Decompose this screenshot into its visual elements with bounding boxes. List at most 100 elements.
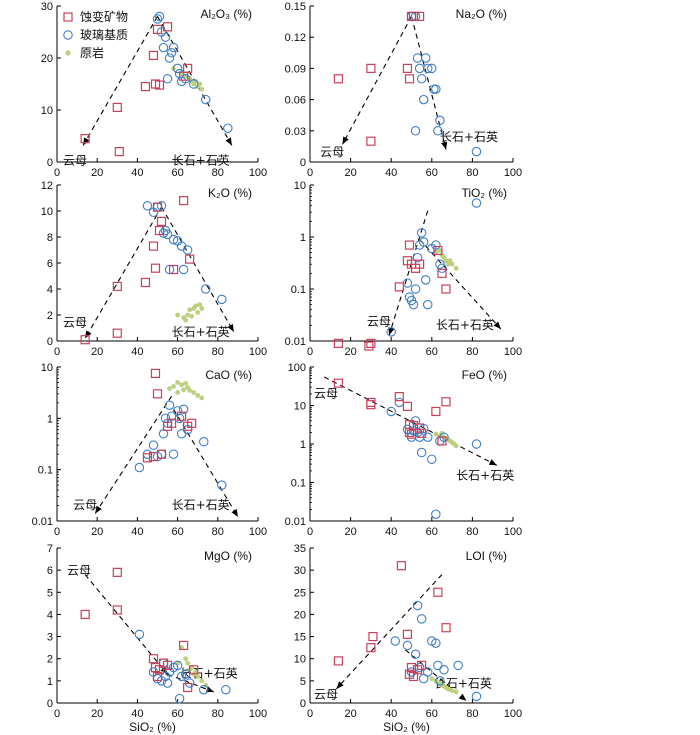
data-point (418, 94, 429, 105)
data-point (433, 587, 443, 597)
data-point (366, 400, 376, 410)
x-tick-label: 100 (504, 526, 522, 538)
data-point (166, 418, 177, 428)
data-point (171, 383, 176, 389)
data-point (179, 382, 185, 388)
y-tick-label: 1 (300, 439, 306, 451)
arrowhead (441, 141, 448, 150)
data-point (333, 338, 344, 348)
panel-al2o3: 0 10 20 30 0 20 40 60 80 100 Al₂O₃ (%) 云母 长石+石英 (41, 1, 267, 179)
y-tick-label: 0.1 (38, 465, 53, 477)
data-point (156, 449, 167, 459)
data-point (134, 629, 145, 640)
x-tick-label: 0 (54, 167, 60, 179)
data-point (185, 254, 195, 264)
x-tick-label: 80 (466, 526, 478, 538)
data-point (112, 102, 122, 113)
data-point (172, 63, 183, 74)
x-tick-label: 0 (307, 167, 313, 179)
annotation: 云母 (314, 688, 338, 702)
legend-marker (63, 12, 73, 22)
y-tick-label: 8 (47, 232, 53, 244)
data-point (417, 428, 427, 438)
data-point (471, 439, 482, 449)
data-point (441, 284, 451, 294)
data-point (412, 53, 423, 63)
panel-title: LOI (%) (466, 549, 507, 563)
data-point (179, 640, 189, 651)
annotation: 云母 (63, 154, 87, 168)
data-point (112, 567, 122, 577)
x-tick-label: 40 (385, 708, 397, 720)
x-tick-label: 100 (249, 167, 267, 179)
data-point (437, 436, 447, 446)
data-point (402, 401, 413, 411)
data-point (416, 228, 427, 238)
data-point (183, 63, 193, 74)
panel-title: CaO (%) (205, 368, 252, 382)
y-tick-label: 1 (300, 232, 306, 244)
data-point (183, 682, 193, 693)
data-point (431, 406, 441, 417)
data-point (431, 240, 441, 250)
data-point (368, 631, 378, 642)
y-tick-label: 0.01 (285, 516, 306, 528)
data-point (112, 328, 122, 338)
data-point (333, 378, 344, 388)
data-point (447, 258, 453, 264)
legend-label: 玻璃基质 (80, 28, 128, 42)
y-tick-label: 0.01 (285, 336, 306, 348)
data-point (175, 390, 181, 395)
data-point (433, 126, 443, 136)
data-point (217, 294, 227, 305)
y-tick-label: 35 (294, 543, 306, 555)
x-tick-label: 60 (171, 526, 183, 538)
data-point (189, 313, 195, 319)
y-tick-label: 0 (300, 698, 306, 710)
data-point (422, 63, 433, 74)
data-point (414, 662, 425, 673)
x-tick-label: 0 (54, 346, 60, 358)
x-tick-label: 60 (171, 708, 183, 720)
annotation: 云母 (73, 498, 97, 512)
data-point (197, 81, 203, 87)
annotation: 云母 (67, 564, 91, 578)
data-point (408, 421, 419, 431)
data-point (437, 268, 447, 278)
legend-item: 蚀变矿物 (63, 9, 128, 24)
y-tick-label: 4 (47, 284, 53, 296)
data-point (431, 509, 441, 519)
x-tick-label: 100 (249, 708, 267, 720)
panel-title: K₂O (%) (208, 186, 252, 200)
x-tick-label: 80 (212, 526, 224, 538)
data-point (193, 303, 199, 309)
data-point (427, 454, 437, 465)
y-tick-label: 0.03 (285, 126, 306, 138)
arrowhead (342, 136, 349, 145)
data-point (158, 42, 169, 53)
data-point (185, 312, 191, 318)
x-tick-label: 0 (307, 526, 313, 538)
data-point (156, 216, 167, 226)
data-point (386, 406, 396, 417)
data-point (188, 79, 199, 89)
data-point (453, 660, 463, 671)
x-axis-label: SiO₂ (%) (383, 720, 430, 734)
data-point (366, 338, 376, 348)
data-point (435, 676, 445, 686)
x-tick-label: 20 (91, 708, 103, 720)
x-tick-label: 40 (131, 346, 143, 358)
data-point (179, 196, 189, 206)
y-tick-label: 12 (41, 180, 53, 192)
data-point (195, 674, 201, 679)
x-tick-label: 20 (91, 526, 103, 538)
data-point (394, 282, 404, 292)
y-tick-label: 10 (41, 105, 53, 117)
legend-label: 原岩 (80, 45, 104, 60)
x-tick-label: 20 (91, 167, 103, 179)
data-point (366, 643, 376, 653)
